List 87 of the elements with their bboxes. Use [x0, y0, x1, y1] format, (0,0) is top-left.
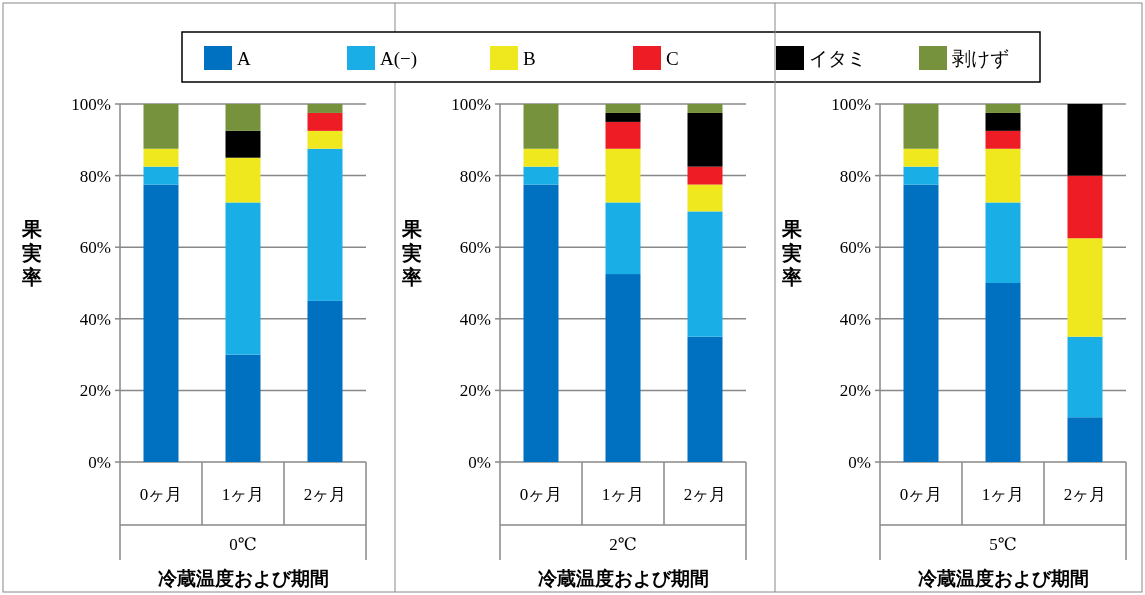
bar	[143, 184, 179, 462]
x-axis-title: 冷蔵温度および期間	[157, 568, 329, 589]
bar	[605, 202, 641, 275]
bar	[307, 104, 343, 113]
bar	[225, 157, 261, 203]
bar	[307, 112, 343, 131]
bar	[903, 104, 939, 149]
y-tick-label: 40%	[79, 309, 111, 329]
y-tick-label: 40%	[459, 309, 491, 329]
bar	[605, 148, 641, 203]
y-tick-label: 60%	[79, 238, 111, 258]
x-tick-label: 2ヶ月	[303, 485, 347, 504]
y-axis-title: 果実率	[21, 218, 43, 288]
bar	[605, 104, 641, 113]
text: 5℃	[989, 535, 1017, 554]
legend-label: B	[523, 48, 536, 69]
bar	[307, 148, 343, 301]
bar	[985, 112, 1021, 131]
y-axis-title: 果実率	[781, 218, 803, 288]
bar	[1067, 175, 1103, 239]
bar	[687, 211, 723, 337]
bar	[523, 166, 559, 185]
x-axis-title: 冷蔵温度および期間	[537, 568, 709, 589]
bar	[523, 184, 559, 462]
bar	[523, 148, 559, 167]
bar	[307, 300, 343, 462]
x-tick-label: 2ヶ月	[683, 485, 727, 504]
bar	[985, 130, 1021, 149]
bar	[225, 354, 261, 462]
bar	[1067, 336, 1103, 418]
bar	[225, 202, 261, 355]
bar	[523, 104, 559, 149]
bar	[605, 112, 641, 122]
y-tick-label: 100%	[71, 95, 111, 114]
bar	[903, 184, 939, 462]
bar	[1067, 417, 1103, 462]
y-axis-title: 果実率	[401, 218, 423, 288]
bar	[225, 130, 261, 158]
bar	[985, 202, 1021, 283]
legend-label: 剥けず	[952, 48, 1009, 69]
y-tick-label: 20%	[79, 381, 111, 401]
legend-label: A	[237, 48, 251, 69]
y-tick-label: 0%	[848, 453, 871, 472]
bar	[903, 166, 939, 185]
y-tick-label: 0%	[88, 453, 111, 472]
bar	[985, 104, 1021, 113]
x-tick-label: 0ヶ月	[899, 485, 943, 504]
legend-label: イタミ	[809, 48, 866, 69]
x-axis-title: 冷蔵温度および期間	[917, 568, 1089, 589]
bar	[1067, 104, 1103, 176]
bar	[687, 336, 723, 462]
bar	[1067, 238, 1103, 337]
legend-label: A(−)	[380, 48, 418, 70]
x-tick-label: 1ヶ月	[221, 485, 265, 504]
y-tick-label: 40%	[839, 309, 871, 329]
x-tick-label: 1ヶ月	[981, 485, 1025, 504]
bar	[143, 166, 179, 185]
y-tick-label: 60%	[459, 238, 491, 258]
bar	[143, 148, 179, 167]
y-tick-label: 100%	[451, 95, 491, 114]
x-tick-label: 1ヶ月	[601, 485, 645, 504]
y-tick-label: 100%	[831, 95, 871, 114]
bar	[307, 130, 343, 149]
bar	[687, 184, 723, 212]
bar	[605, 121, 641, 149]
bar	[605, 274, 641, 462]
bar	[687, 112, 723, 167]
bar	[985, 283, 1021, 462]
x-tick-label: 0ヶ月	[139, 485, 183, 504]
bar	[225, 104, 261, 131]
y-tick-label: 80%	[839, 166, 871, 186]
legend-label: C	[666, 48, 679, 69]
bar	[687, 166, 723, 185]
bar	[143, 104, 179, 149]
bar	[985, 148, 1021, 203]
text: 0℃	[229, 535, 257, 554]
y-tick-label: 80%	[79, 166, 111, 186]
bar	[903, 148, 939, 167]
y-tick-label: 20%	[459, 381, 491, 401]
x-tick-label: 0ヶ月	[519, 485, 563, 504]
x-tick-label: 2ヶ月	[1063, 485, 1107, 504]
text: 2℃	[609, 535, 637, 554]
bar	[687, 104, 723, 113]
y-tick-label: 80%	[459, 166, 491, 186]
y-tick-label: 60%	[839, 238, 871, 258]
y-tick-label: 0%	[468, 453, 491, 472]
y-tick-label: 20%	[839, 381, 871, 401]
